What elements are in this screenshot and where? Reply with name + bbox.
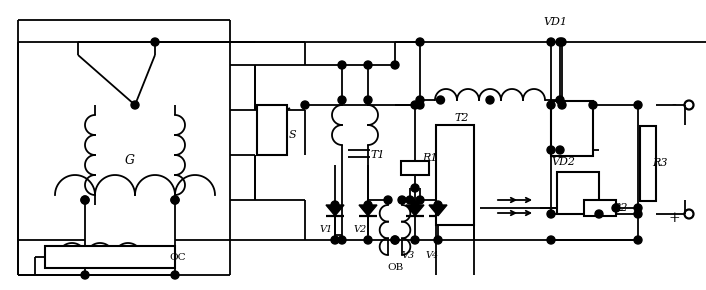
Circle shape [338, 96, 346, 104]
Text: V2: V2 [354, 226, 366, 235]
Circle shape [547, 38, 555, 46]
Circle shape [416, 96, 424, 104]
Circle shape [81, 271, 89, 279]
Circle shape [416, 38, 424, 46]
Circle shape [81, 196, 89, 204]
Text: R1: R1 [422, 153, 438, 163]
Circle shape [634, 236, 642, 244]
Text: -: - [671, 98, 676, 112]
Circle shape [589, 101, 597, 109]
Circle shape [556, 38, 564, 46]
Polygon shape [326, 205, 344, 216]
Circle shape [411, 184, 419, 192]
Circle shape [171, 196, 179, 204]
Circle shape [384, 196, 392, 204]
Circle shape [391, 236, 399, 244]
Circle shape [634, 210, 642, 218]
Bar [640, 126, 656, 200]
Text: S: S [288, 130, 296, 140]
Text: G: G [125, 153, 135, 166]
Circle shape [436, 96, 445, 104]
Text: +: + [668, 211, 680, 225]
Text: V4: V4 [426, 251, 438, 260]
Text: OB: OB [387, 264, 403, 273]
Bar [557, 172, 599, 214]
Text: T1: T1 [371, 150, 385, 160]
Circle shape [391, 236, 399, 244]
Circle shape [301, 101, 309, 109]
Circle shape [416, 196, 424, 204]
Text: OC: OC [169, 253, 186, 262]
Circle shape [634, 204, 642, 212]
Circle shape [434, 201, 442, 209]
Text: R3: R3 [652, 158, 668, 168]
Circle shape [364, 236, 372, 244]
Circle shape [547, 101, 555, 109]
Circle shape [547, 146, 555, 154]
Circle shape [398, 196, 406, 204]
Circle shape [131, 101, 139, 109]
Circle shape [612, 204, 620, 212]
Bar [401, 161, 429, 175]
Circle shape [634, 101, 642, 109]
Text: VD2: VD2 [551, 157, 575, 167]
Circle shape [556, 96, 564, 104]
Circle shape [558, 101, 566, 109]
Bar [584, 200, 616, 216]
Circle shape [411, 201, 419, 209]
Text: T2: T2 [455, 113, 469, 123]
Circle shape [81, 196, 89, 204]
Bar [436, 125, 474, 225]
Circle shape [364, 96, 372, 104]
Circle shape [151, 38, 159, 46]
Circle shape [364, 201, 372, 209]
Circle shape [556, 146, 564, 154]
Circle shape [486, 96, 494, 104]
Circle shape [411, 236, 419, 244]
Circle shape [406, 196, 414, 204]
Circle shape [171, 271, 179, 279]
Text: VD1: VD1 [543, 17, 567, 27]
Polygon shape [429, 205, 447, 216]
Circle shape [331, 236, 339, 244]
Circle shape [171, 196, 179, 204]
Circle shape [364, 61, 372, 69]
Circle shape [558, 38, 566, 46]
Bar [551, 101, 593, 155]
Circle shape [547, 210, 555, 218]
Circle shape [338, 236, 346, 244]
Circle shape [338, 61, 346, 69]
Polygon shape [406, 205, 424, 216]
Circle shape [547, 236, 555, 244]
Circle shape [391, 61, 399, 69]
Text: V1: V1 [319, 226, 333, 235]
Text: R2: R2 [612, 203, 628, 213]
Circle shape [416, 101, 424, 109]
Polygon shape [359, 205, 377, 216]
Circle shape [411, 101, 419, 109]
Bar [45, 246, 175, 268]
Circle shape [595, 210, 603, 218]
Circle shape [331, 201, 339, 209]
Circle shape [434, 236, 442, 244]
Text: V3: V3 [402, 251, 414, 260]
Bar [257, 105, 287, 155]
